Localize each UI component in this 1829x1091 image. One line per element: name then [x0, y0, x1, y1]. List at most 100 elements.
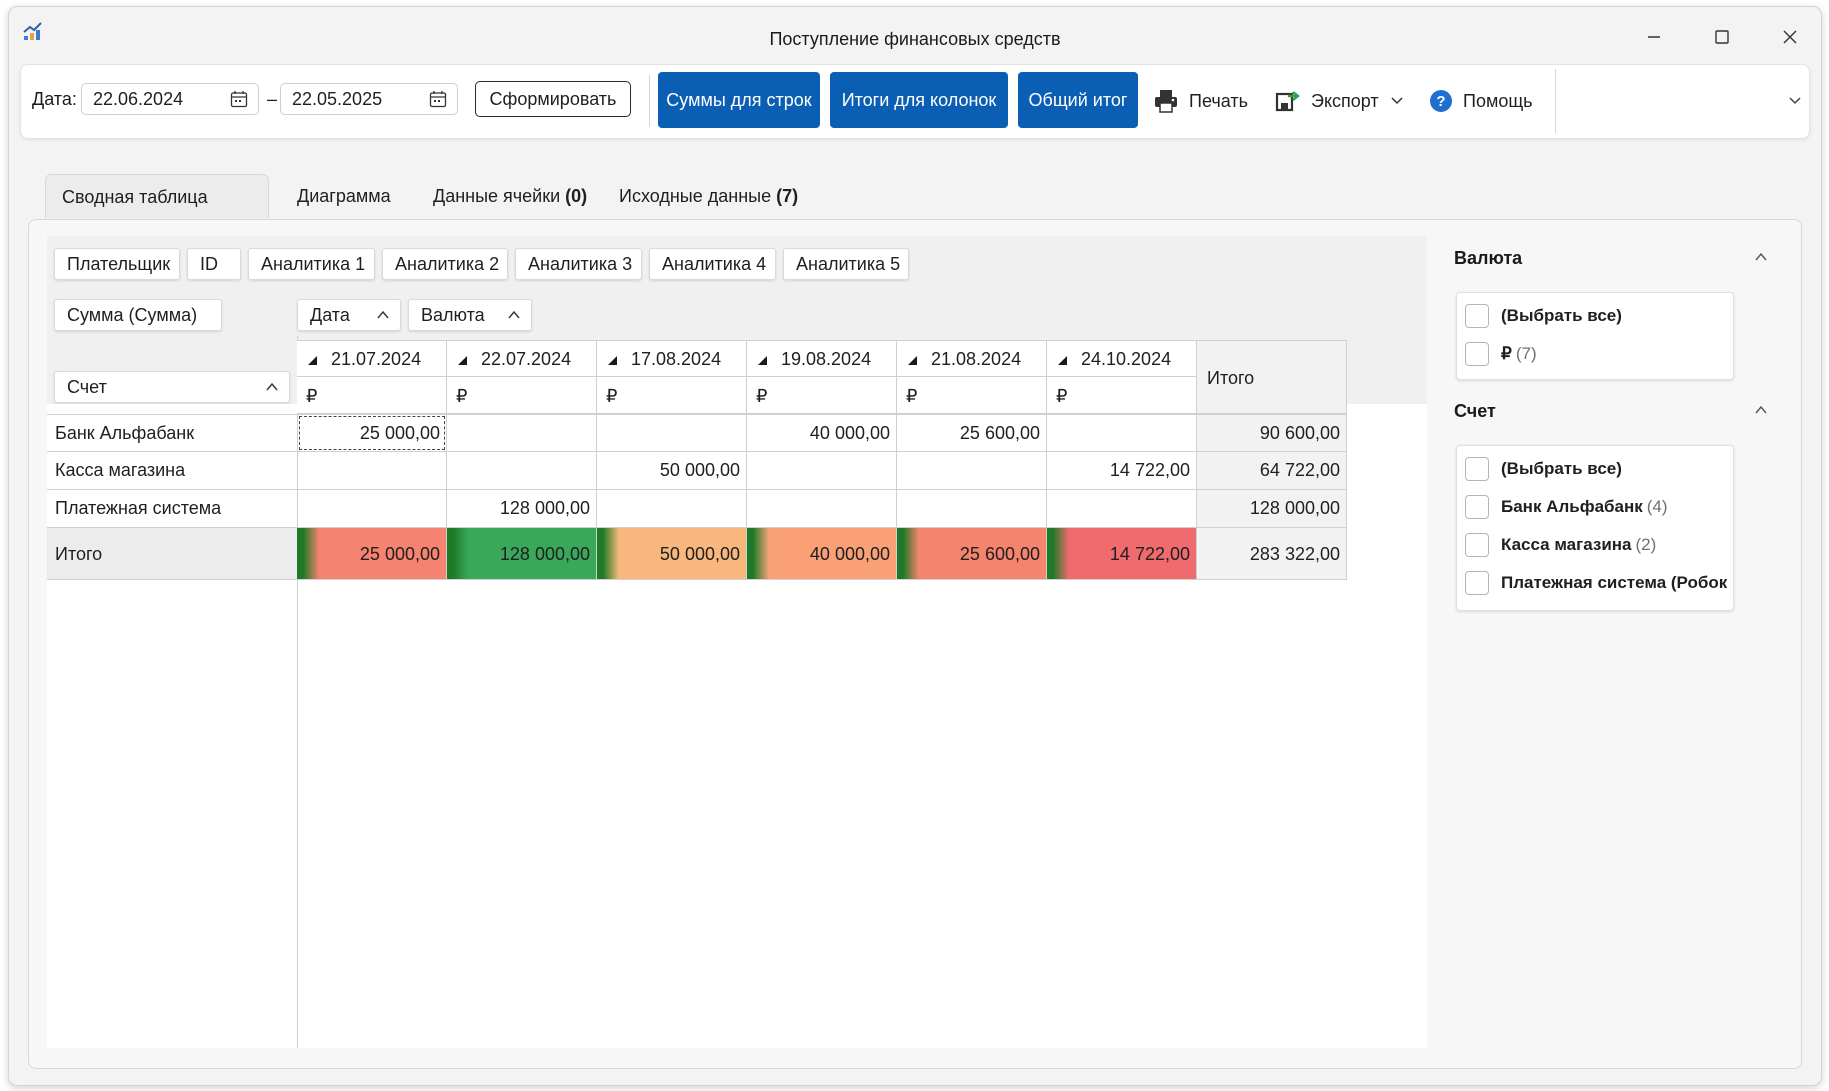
column-total-cell[interactable]: 14 722,00 [1047, 528, 1197, 580]
checkbox[interactable] [1465, 342, 1489, 366]
pivot-cell[interactable] [897, 452, 1047, 490]
row-header-divider [297, 336, 298, 1048]
filter-option[interactable]: Банк Альфабанк (4) [1457, 488, 1733, 526]
calendar-icon[interactable] [429, 90, 447, 108]
row-total-cell[interactable]: 128 000,00 [1197, 490, 1347, 528]
checkbox[interactable] [1465, 304, 1489, 328]
pivot-cell[interactable] [897, 490, 1047, 528]
toolbar-expand-chevron-icon[interactable] [1787, 93, 1803, 109]
column-header-currency[interactable]: ₽ [597, 377, 747, 414]
row-field-account[interactable]: Счет [54, 371, 290, 403]
pivot-cell[interactable] [1047, 414, 1197, 452]
tab-cell-data[interactable]: Данные ячейки (0) [417, 174, 603, 218]
pivot-cell[interactable] [747, 452, 897, 490]
date-from-field[interactable]: 22.06.2024 [81, 83, 259, 115]
filter-field-id[interactable]: ID [187, 248, 241, 280]
export-button[interactable]: Экспорт [1275, 81, 1405, 121]
checkbox[interactable] [1465, 533, 1489, 557]
pivot-cell[interactable] [597, 414, 747, 452]
svg-text:?: ? [1436, 93, 1445, 110]
column-header-currency[interactable]: ₽ [447, 377, 597, 414]
column-header-currency[interactable]: ₽ [747, 377, 897, 414]
pivot-cell[interactable]: 14 722,00 [1047, 452, 1197, 490]
column-field-currency[interactable]: Валюта [408, 299, 532, 331]
column-header-date[interactable]: 22.07.2024 [447, 340, 597, 377]
collapse-chevron-icon[interactable] [1753, 249, 1769, 265]
chevron-up-icon [377, 310, 389, 319]
pivot-cell[interactable] [447, 414, 597, 452]
column-field-date[interactable]: Дата [297, 299, 401, 331]
row-sums-button[interactable]: Суммы для строк [658, 72, 820, 128]
tab-chart-label: Диаграмма [297, 186, 391, 206]
filter-option[interactable]: Платежная система (Робок [1457, 564, 1733, 602]
pivot-cell[interactable] [447, 452, 597, 490]
pivot-cell[interactable]: 40 000,00 [747, 414, 897, 452]
pivot-cell[interactable] [297, 452, 447, 490]
column-header-currency[interactable]: ₽ [897, 377, 1047, 414]
app-window: Поступление финансовых средств Дата: 22.… [8, 6, 1822, 1086]
tab-chart[interactable]: Диаграмма [281, 174, 407, 218]
tab-olap[interactable]: Сводная таблица OLAP [45, 174, 269, 251]
pivot-cell[interactable] [597, 490, 747, 528]
filter-option[interactable]: Касса магазина (2) [1457, 526, 1733, 564]
column-total-cell[interactable]: 50 000,00 [597, 528, 747, 580]
pivot-cell[interactable] [747, 490, 897, 528]
filter-field-analytics-5[interactable]: Аналитика 5 [783, 248, 909, 280]
pivot-cell[interactable] [1047, 490, 1197, 528]
column-header-date[interactable]: 24.10.2024 [1047, 340, 1197, 377]
tab-source-data[interactable]: Исходные данные (7) [603, 174, 814, 218]
row-total-cell[interactable]: 90 600,00 [1197, 414, 1347, 452]
date-label: Дата: [32, 89, 77, 109]
column-header-date[interactable]: 21.08.2024 [897, 340, 1047, 377]
pivot-cell[interactable]: 50 000,00 [597, 452, 747, 490]
column-header-date[interactable]: 21.07.2024 [297, 340, 447, 377]
close-button[interactable] [1763, 7, 1817, 67]
toolbar-separator [649, 75, 650, 127]
filter-field-analytics-2[interactable]: Аналитика 2 [382, 248, 508, 280]
filter-field-analytics-1[interactable]: Аналитика 1 [248, 248, 375, 280]
filter-field-analytics-4[interactable]: Аналитика 4 [649, 248, 776, 280]
date-to-field[interactable]: 22.05.2025 [280, 83, 458, 115]
tab-cell-data-count: (0) [565, 186, 588, 206]
filter-option[interactable]: (Выбрать все) [1457, 450, 1733, 488]
maximize-button[interactable] [1695, 7, 1749, 67]
pivot-cell[interactable] [297, 490, 447, 528]
filter-option[interactable]: (Выбрать все) [1457, 297, 1733, 335]
grand-total-cell[interactable]: 283 322,00 [1197, 528, 1347, 580]
calendar-icon[interactable] [230, 90, 248, 108]
date-from-value: 22.06.2024 [93, 89, 184, 109]
checkbox[interactable] [1465, 495, 1489, 519]
help-button[interactable]: ? Помощь [1429, 81, 1533, 121]
print-button[interactable]: Печать [1153, 81, 1248, 121]
grand-total-button[interactable]: Общий итог [1018, 72, 1138, 128]
export-icon [1275, 91, 1300, 112]
total-row-header[interactable]: Итого [47, 528, 297, 580]
minimize-button[interactable] [1627, 7, 1681, 67]
checkbox[interactable] [1465, 457, 1489, 481]
column-total-cell[interactable]: 128 000,00 [447, 528, 597, 580]
checkbox[interactable] [1465, 571, 1489, 595]
pivot-cell[interactable]: 128 000,00 [447, 490, 597, 528]
row-total-cell[interactable]: 64 722,00 [1197, 452, 1347, 490]
filter-field-payer[interactable]: Плательщик [54, 248, 180, 280]
filter-field-analytics-3[interactable]: Аналитика 3 [515, 248, 642, 280]
column-header-currency[interactable]: ₽ [1047, 377, 1197, 414]
date-to-value: 22.05.2025 [292, 89, 383, 109]
pivot-cell-selected[interactable]: 25 000,00 [297, 414, 447, 452]
column-total-cell[interactable]: 25 000,00 [297, 528, 447, 580]
column-totals-button[interactable]: Итоги для колонок [830, 72, 1008, 128]
column-header-date[interactable]: 19.08.2024 [747, 340, 897, 377]
pivot-cell[interactable]: 25 600,00 [897, 414, 1047, 452]
collapse-chevron-icon[interactable] [1753, 402, 1769, 418]
column-total-cell[interactable]: 25 600,00 [897, 528, 1047, 580]
row-header[interactable]: Платежная система (Робокасса) [47, 490, 297, 554]
row-header[interactable]: Касса магазина [47, 452, 297, 490]
data-field-chip[interactable]: Сумма (Сумма) [54, 299, 222, 331]
filter-option[interactable]: ₽ (7) [1457, 335, 1733, 373]
build-report-button[interactable]: Сформировать [475, 81, 631, 117]
column-header-currency[interactable]: ₽ [297, 377, 447, 414]
row-header[interactable]: Банк Альфабанк [47, 414, 297, 452]
currency-filter-title: Валюта [1454, 248, 1523, 268]
column-total-cell[interactable]: 40 000,00 [747, 528, 897, 580]
column-header-date[interactable]: 17.08.2024 [597, 340, 747, 377]
